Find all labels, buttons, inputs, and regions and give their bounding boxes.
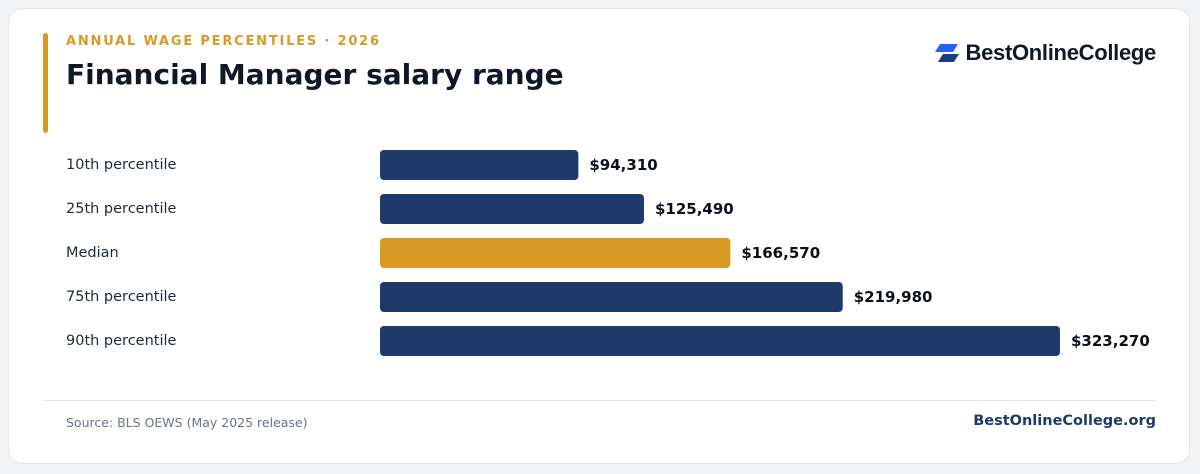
- footer-divider: [43, 400, 1156, 401]
- category-label: 90th percentile: [66, 333, 177, 349]
- category-label: 75th percentile: [66, 289, 177, 305]
- value-label: $219,980: [854, 288, 933, 306]
- title-accent-bar: [43, 33, 48, 133]
- brand-logo[interactable]: BestOnlineCollege: [934, 40, 1157, 66]
- logo-text: BestOnlineCollege: [965, 40, 1157, 65]
- bar[interactable]: [380, 238, 731, 268]
- site-link[interactable]: BestOnlineCollege.org: [973, 413, 1156, 429]
- category-label: 25th percentile: [66, 201, 177, 217]
- bar[interactable]: [380, 194, 644, 224]
- stacked-parallelogram-logo-icon: [934, 44, 959, 62]
- bar[interactable]: [380, 150, 579, 180]
- bar[interactable]: [380, 326, 1060, 356]
- value-label: $166,570: [741, 244, 820, 262]
- value-label: $94,310: [589, 156, 657, 174]
- chart-kicker: ANNUAL WAGE PERCENTILES · 2026: [66, 34, 381, 49]
- category-label: Median: [66, 245, 119, 261]
- category-label: 10th percentile: [66, 157, 177, 173]
- chart-title: Financial Manager salary range: [66, 58, 564, 91]
- value-label: $125,490: [655, 200, 734, 218]
- bar[interactable]: [380, 282, 843, 312]
- source-note: Source: BLS OEWS (May 2025 release): [66, 415, 308, 430]
- chart-card: [8, 8, 1190, 464]
- value-label: $323,270: [1071, 332, 1150, 350]
